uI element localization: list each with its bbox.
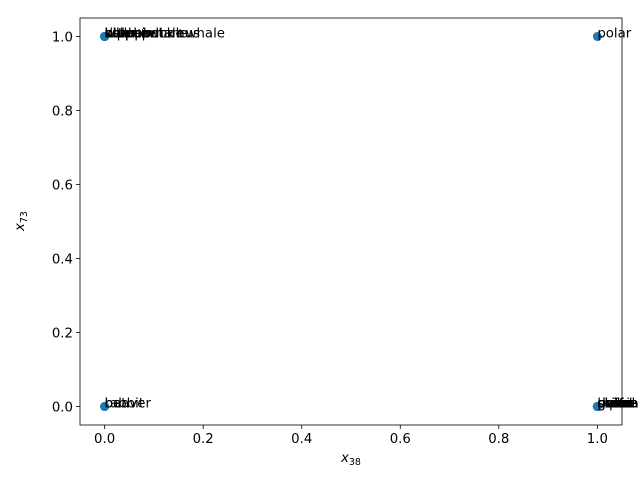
y-axis-label: x73 (13, 211, 30, 232)
x-axis-label-base: x (340, 451, 349, 466)
point-label: bat (105, 397, 127, 412)
point-label: seal (105, 27, 132, 42)
point-label: germ (597, 397, 632, 412)
data-point (100, 32, 110, 41)
point-label: killer+whale (105, 27, 188, 42)
x-tick-label: 0.4 (291, 432, 312, 447)
point-label: polar (597, 27, 631, 42)
y-tick-label: 1.0 (52, 31, 73, 46)
x-axis-label: x38 (340, 451, 361, 468)
point-label: dolphin (105, 27, 154, 42)
x-tick-label: 0.2 (193, 432, 214, 447)
ticks: 0.0 0.2 0.4 0.6 0.8 1.0 0.0 0.2 0.4 0.6 0.8 1.0 (52, 31, 608, 448)
data-points (100, 32, 602, 411)
y-tick-label: 0.4 (52, 253, 73, 268)
x-axis-label-sub: 38 (349, 457, 361, 468)
point-label: buffal (597, 397, 635, 412)
x-tick-label: 1.0 (587, 432, 608, 447)
x-tick-label: 0.8 (488, 432, 509, 447)
point-label: beaver (105, 397, 152, 412)
point-label: persia (597, 397, 638, 412)
y-tick-label: 0.6 (52, 179, 73, 194)
y-tick-label: 0.2 (52, 327, 73, 342)
point-label: otter (105, 27, 138, 42)
x-tick-label: 0.0 (94, 432, 115, 447)
point-label: siame (597, 397, 637, 412)
point-label: dalma (597, 397, 638, 412)
y-axis-label-sub: 73 (19, 211, 30, 223)
point-label: hippopotamus (105, 27, 200, 42)
point-label: humpback+whale (105, 27, 225, 42)
point-label: moos (597, 397, 633, 412)
point-label: walrus (105, 27, 149, 42)
point-label: squirr (597, 397, 636, 412)
y-tick-label: 0.0 (52, 401, 73, 416)
data-point (592, 32, 602, 41)
data-point (100, 402, 110, 411)
y-axis-label-base: x (13, 223, 28, 232)
data-labels: humpback+whalehippopotamusblue+whalekill… (105, 27, 639, 412)
y-tick-label: 0.8 (52, 105, 73, 120)
plot-frame (79, 17, 623, 426)
x-tick-label: 0.6 (390, 432, 411, 447)
plot-area (80, 18, 622, 425)
point-label: blue+whale (105, 27, 184, 42)
point-label: grizzl (597, 397, 632, 412)
point-label: chihu (597, 397, 633, 412)
point-label: rabbit (105, 397, 144, 412)
data-point (592, 402, 602, 411)
